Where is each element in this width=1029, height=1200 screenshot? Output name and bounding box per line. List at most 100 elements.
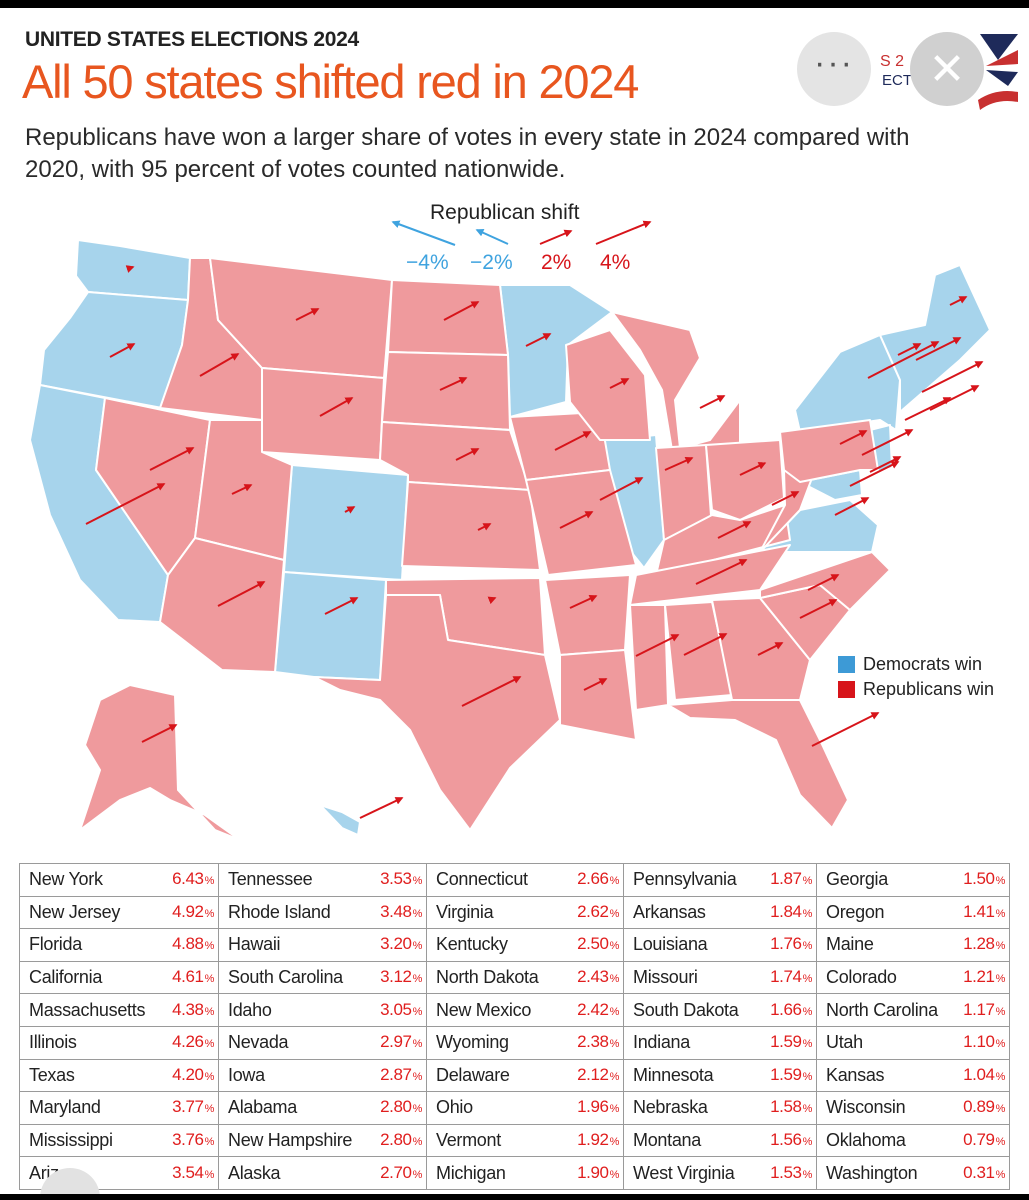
shift-value: 2.42%: [577, 1000, 619, 1020]
table-cell: Iowa 2.87%: [218, 1058, 427, 1093]
shift-unit: %: [995, 1136, 1006, 1149]
shift-legend-4: 4%: [600, 251, 630, 274]
shift-number: 2.42: [577, 999, 609, 1019]
table-cell: Nevada 2.97%: [218, 1025, 427, 1060]
arrow-south-dakota: [439, 377, 468, 391]
shift-number: 1.96: [577, 1097, 609, 1117]
shift-arrow-minus4: [391, 220, 456, 246]
bottom-edge-bar: [0, 1194, 1029, 1200]
shift-number: 2.87: [380, 1064, 412, 1084]
state-name: New York: [29, 869, 103, 890]
table-cell: Colorado 1.21%: [816, 960, 1010, 995]
shift-number: 1.84: [770, 901, 802, 921]
shift-number: 1.04: [963, 1064, 995, 1084]
shift-unit: %: [802, 1070, 813, 1083]
shift-value: 4.26%: [172, 1032, 214, 1052]
shift-number: 1.41: [963, 901, 995, 921]
arrow-maine: [949, 296, 968, 306]
more-icon: ···: [814, 43, 854, 82]
arrow-michigan: [699, 395, 726, 409]
legend-swatch-republicans: [838, 681, 855, 698]
table-cell: North Dakota 2.43%: [426, 960, 624, 995]
state-name: Texas: [29, 1064, 75, 1085]
shift-number: 2.50: [577, 934, 609, 954]
shift-value: 4.88%: [172, 934, 214, 954]
state-hawaii: [319, 804, 361, 836]
shift-number: 2.66: [577, 869, 609, 889]
arrow-tennessee: [695, 559, 748, 585]
shift-unit: %: [609, 907, 620, 920]
shift-number: 2.43: [577, 967, 609, 987]
shift-unit: %: [609, 973, 620, 986]
shift-unit: %: [609, 940, 620, 953]
state-name: Maryland: [29, 1097, 101, 1118]
shift-number: 2.62: [577, 901, 609, 921]
shift-number: 1.56: [770, 1130, 802, 1150]
shift-unit: %: [204, 1136, 215, 1149]
shift-number: 3.20: [380, 934, 412, 954]
table-cell: New Mexico 2.42%: [426, 993, 624, 1027]
table-row: California 4.61% South Carolina 3.12% North …: [19, 960, 1010, 995]
state-arkansas: [544, 574, 631, 656]
table-cell: New Jersey 4.92%: [19, 895, 219, 930]
logo-flag-navy: [980, 34, 1018, 60]
shift-unit: %: [802, 875, 813, 888]
shift-value: 2.87%: [380, 1065, 422, 1085]
state-name: Kansas: [826, 1064, 885, 1085]
table-cell: Alabama 2.80%: [218, 1091, 427, 1125]
shift-unit: %: [802, 907, 813, 920]
shift-value: 1.58%: [770, 1097, 812, 1117]
table-cell: Virginia 2.62%: [426, 895, 624, 930]
shift-value: 2.70%: [380, 1163, 422, 1183]
state-washington: [75, 239, 191, 301]
state-name: Ohio: [436, 1097, 473, 1118]
state-name: Missouri: [633, 967, 698, 988]
shift-number: 2.38: [577, 1032, 609, 1052]
table-cell: South Carolina 3.12%: [218, 960, 427, 995]
shift-number: 3.48: [380, 901, 412, 921]
shift-value: 3.53%: [380, 869, 422, 889]
shift-unit: %: [204, 940, 215, 953]
state-name: Washington: [826, 1162, 918, 1183]
shift-number: 1.66: [770, 999, 802, 1019]
shift-value: 1.04%: [963, 1065, 1005, 1085]
state-wisconsin: [565, 329, 651, 441]
table-cell: Wyoming 2.38%: [426, 1025, 624, 1060]
arrow-indiana: [664, 456, 694, 471]
arrow-louisiana: [583, 678, 608, 691]
table-cell: Alaska 2.70%: [218, 1156, 427, 1190]
state-name: Idaho: [228, 999, 272, 1020]
state-name: Nebraska: [633, 1097, 708, 1118]
shift-value: 2.12%: [577, 1065, 619, 1085]
shift-value: 1.96%: [577, 1097, 619, 1117]
shift-unit: %: [204, 1038, 215, 1051]
state-name: Alabama: [228, 1097, 297, 1118]
shift-value: 3.48%: [380, 902, 422, 922]
shift-value: 1.53%: [770, 1163, 812, 1183]
state-name: Michigan: [436, 1162, 506, 1183]
state-name: New Mexico: [436, 999, 532, 1020]
state-name: North Carolina: [826, 999, 938, 1020]
arrow-north-carolina: [807, 574, 840, 591]
shift-value: 1.66%: [770, 1000, 812, 1020]
shift-value: 1.21%: [963, 967, 1005, 987]
shift-value: 0.79%: [963, 1130, 1005, 1150]
shift-number: 2.80: [380, 1097, 412, 1117]
shift-value: 1.59%: [770, 1032, 812, 1052]
table-row: New Jersey 4.92% Rhode Island 3.48% Virginia…: [19, 895, 1010, 930]
arrow-arizona: [217, 581, 266, 607]
arrow-colorado: [344, 506, 356, 514]
shift-legend-minus4: −4%: [406, 251, 449, 274]
close-button[interactable]: ✕: [910, 32, 984, 106]
more-options-button[interactable]: ···: [797, 32, 871, 106]
state-name: New Jersey: [29, 901, 121, 922]
table-cell: Ohio 1.96%: [426, 1091, 624, 1125]
table-row: New York 6.43% Tennessee 3.53% Connecticut 2.…: [19, 863, 1010, 897]
table-cell: Utah 1.10%: [816, 1025, 1010, 1060]
shift-value: 4.61%: [172, 967, 214, 987]
shift-unit: %: [204, 1005, 215, 1018]
shift-unit: %: [609, 1136, 620, 1149]
arrow-new-hampshire: [915, 337, 962, 361]
state-name: Illinois: [29, 1032, 77, 1053]
arrow-virginia: [834, 497, 870, 516]
